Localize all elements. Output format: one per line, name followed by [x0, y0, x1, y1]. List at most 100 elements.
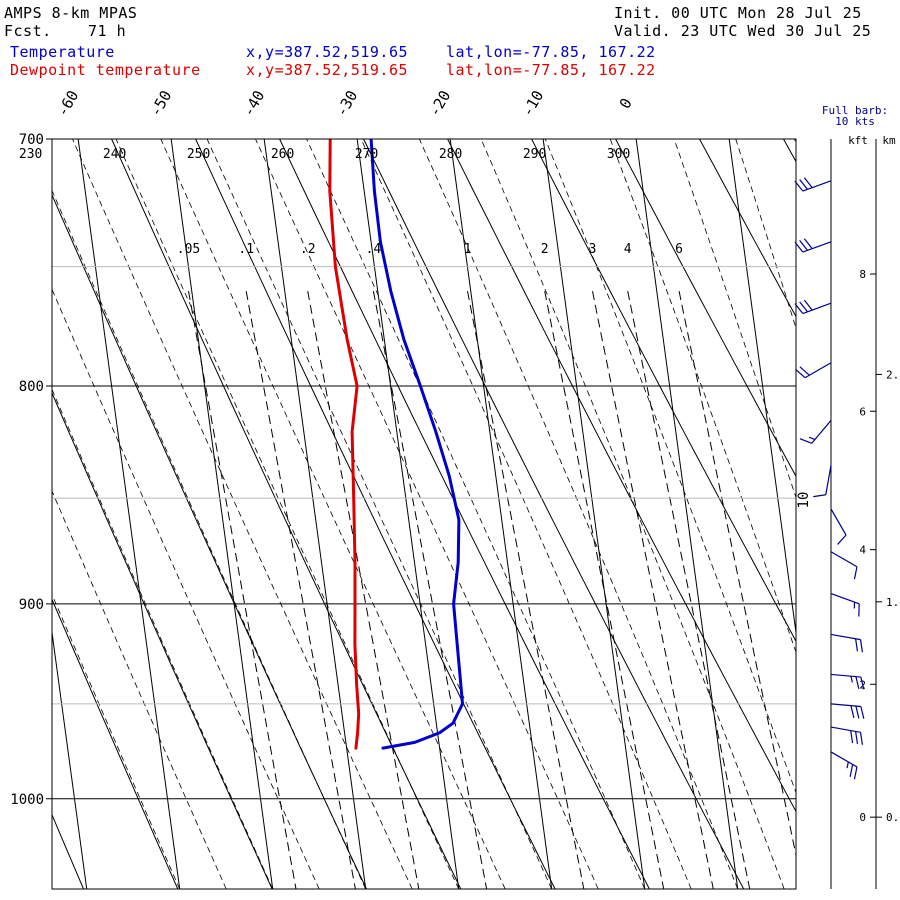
dry-adiabat-label: 280 [439, 147, 462, 162]
dry-adiabat-label: 290 [523, 147, 546, 162]
wind-barb-half-flag [850, 676, 853, 683]
wind-barb-flag [850, 730, 854, 744]
wind-barb-flag [855, 731, 859, 745]
mixing-ratio-line [627, 291, 751, 889]
wind-barb-flag [803, 238, 813, 250]
wind-barb-flag [859, 639, 863, 653]
wind-barb [830, 703, 865, 719]
isotherm-label: -50 [146, 87, 175, 119]
wind-barb [795, 362, 832, 379]
wind-barb [794, 238, 832, 253]
moist-adiabat-line [360, 139, 692, 889]
dry-adiabat-line [111, 139, 462, 889]
wind-barb-flag [853, 766, 858, 780]
legend-dewpoint-xy: x,y=387.52,519.65 [246, 61, 409, 79]
isotherm-line [449, 139, 553, 889]
kft-tick-label: 8 [859, 268, 866, 281]
wind-barb-staff [830, 551, 858, 568]
wind-barb-staff [825, 465, 832, 495]
dry-adiabat-line [363, 139, 745, 889]
moist-adiabat-line [419, 139, 739, 889]
moist-adiabat-line [115, 139, 460, 889]
isotherm-label: -10 [518, 87, 547, 119]
wind-barb [830, 508, 847, 545]
moist-adiabat-line [160, 139, 506, 889]
mixing-ratio-line [592, 291, 714, 889]
legend-temperature-latlon: lat,lon=-77.85, 167.22 [446, 43, 656, 61]
wind-barb-flag [794, 241, 804, 253]
wind-barb-half-flag [846, 761, 849, 769]
forecast-label: Fcst. [4, 22, 52, 40]
legend-temperature-name: Temperature [10, 43, 115, 61]
dry-adiabat-line [531, 139, 796, 643]
moist-adiabat-line [794, 139, 796, 145]
temperature-profile-line [369, 139, 464, 750]
mixing-ratio-line [307, 291, 420, 889]
wind-barb-flag [849, 764, 854, 777]
wind-barb-flag [803, 299, 813, 311]
wind-barb-flag [799, 301, 808, 313]
plot-frame [51, 138, 797, 890]
wind-barb-flag [855, 705, 860, 719]
wind-barb [794, 177, 832, 192]
wind-barb-flag [794, 303, 804, 314]
isotherm-label: 0 [616, 95, 636, 112]
mixing-ratio-line [544, 291, 665, 889]
wind-barb-flag [803, 177, 813, 189]
dry-adiabat-label: 230 [19, 147, 42, 162]
dry-adiabat-line [447, 139, 796, 813]
moist-adiabat-line [52, 189, 367, 889]
isotherm-line [263, 139, 367, 889]
km-axis-label: km [882, 134, 896, 147]
moist-adiabat-line [72, 139, 413, 889]
moist-adiabat-line [206, 139, 553, 889]
mixing-ratio-label: 4 [624, 242, 632, 257]
model-title: AMPS 8-km MPAS [4, 4, 138, 22]
kft-axis-label: kft [848, 134, 868, 147]
isotherm-label: -60 [53, 87, 82, 119]
dry-adiabat-label: 240 [103, 147, 126, 162]
mixing-ratio-line [372, 291, 488, 889]
moist-adiabat-line [52, 490, 227, 889]
dry-adiabat-label: 250 [187, 147, 210, 162]
mixing-ratio-lines [188, 291, 796, 889]
km-tick-label: 0. [886, 811, 899, 824]
wind-barb-staff [830, 508, 847, 536]
legend-dewpoint-latlon: lat,lon=-77.85, 167.22 [446, 61, 656, 79]
diagram-labels: .05.1.2.4123467008009001000-70-60-50-40-… [10, 87, 812, 807]
wind-barb-flag [853, 566, 858, 580]
moist-adiabat-label: 10 [796, 492, 812, 509]
wind-barb-flag [799, 240, 808, 251]
init-time: Init. 00 UTC Mon 28 Jul 25 [614, 4, 862, 22]
kft-tick-label: 6 [859, 405, 866, 418]
sounding-profiles [328, 139, 464, 750]
isotherm-line [635, 139, 739, 889]
wind-barb [830, 551, 858, 580]
moist-adiabat-line [735, 139, 796, 330]
dry-adiabat-line [615, 139, 796, 478]
isotherm-line [52, 628, 88, 889]
dry-adiabat-line [868, 139, 900, 889]
isotherm-line [356, 139, 460, 889]
wind-barb-flag [795, 368, 806, 379]
wind-barb-flag [855, 638, 859, 652]
moist-adiabat-line [52, 388, 274, 889]
wind-profile-panel: Full barb:10 ktskftkm864202.1.0. [794, 104, 899, 889]
dry-adiabat-line [52, 813, 84, 889]
wind-barb [830, 673, 865, 690]
mixing-ratio-label: 3 [589, 242, 597, 257]
wind-barb [794, 299, 832, 315]
dry-adiabat-label: 270 [355, 147, 378, 162]
mixing-ratio-line [467, 291, 585, 889]
pressure-tick-label: 700 [19, 132, 44, 148]
forecast-value: 71 h [88, 22, 127, 40]
mixing-ratio-label: .2 [300, 242, 316, 257]
mixing-ratio-line [245, 291, 356, 889]
legend-temperature-xy: x,y=387.52,519.65 [246, 43, 409, 61]
wind-barb [830, 592, 860, 617]
km-tick-label: 2. [886, 368, 899, 381]
mixing-ratio-line [678, 291, 796, 858]
isotherm-label: -30 [332, 87, 361, 119]
wind-barb-half-flag [808, 436, 816, 441]
